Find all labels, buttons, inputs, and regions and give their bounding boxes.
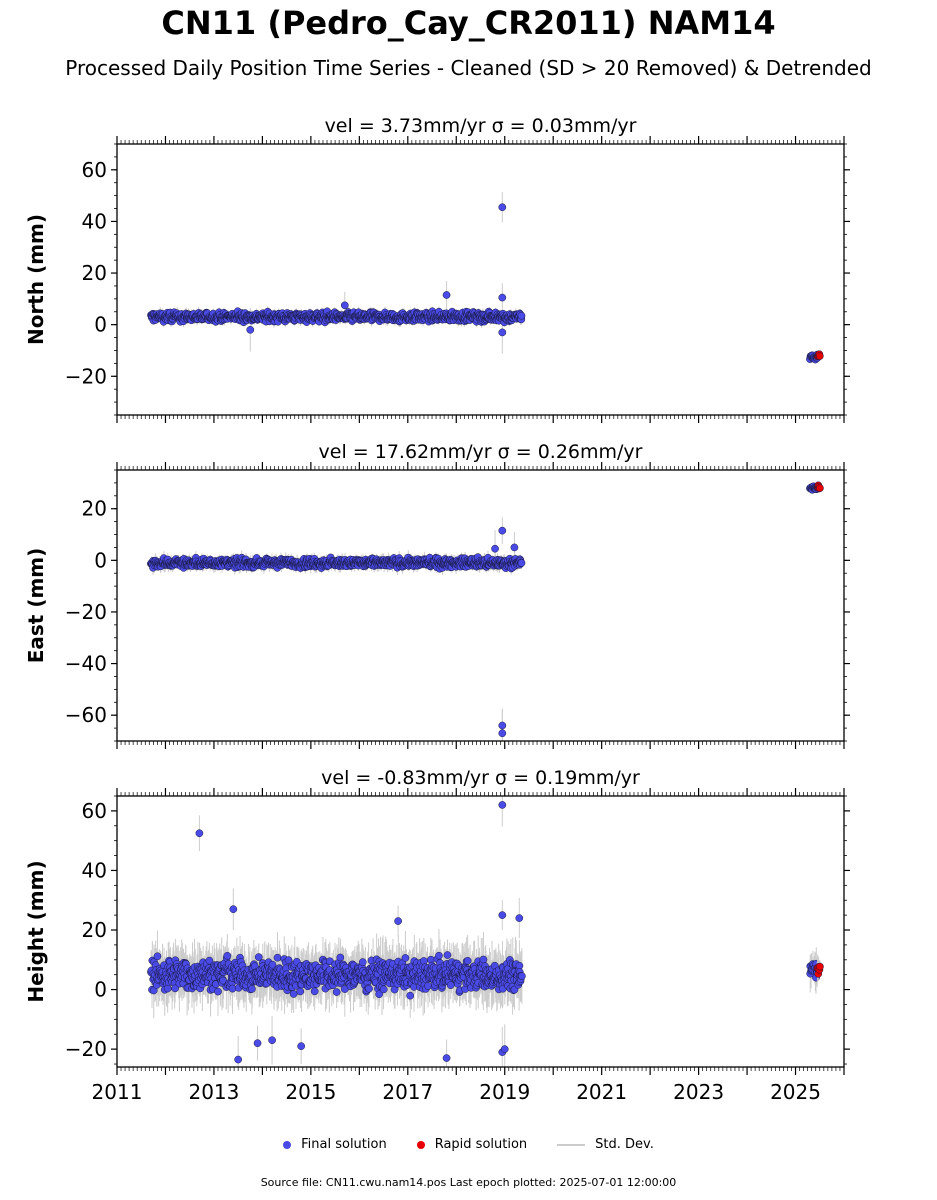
y-tick-label: 20 [82, 497, 107, 521]
final-solution-point [340, 301, 349, 310]
final-solution-point [498, 526, 507, 535]
final-solution-point [510, 543, 519, 552]
y-tick-label: 40 [82, 209, 107, 233]
y-tick-label: 20 [82, 261, 107, 285]
axes-frame [116, 469, 845, 742]
final-solution-point [442, 291, 451, 299]
final-solution-point [498, 203, 507, 212]
axes-frame [116, 143, 845, 416]
panel-title: vel = 17.62mm/yr σ = 0.26mm/yr [319, 441, 643, 463]
y-axis-label: North (mm) [24, 214, 48, 345]
panel-2: −60 −40 −20 0 20 vel = 17.62mm/yr σ = 0.26mm/… [24, 441, 850, 749]
final-solution-point [498, 729, 507, 738]
time-series-figure: −20 0 20 40 60 vel = 3.73mm/yr σ = 0.03mm/yr N… [24, 115, 850, 1104]
final-solution-point [517, 311, 526, 320]
final-solution-point [223, 951, 232, 960]
figure-subtitle: Processed Daily Position Time Series - C… [65, 56, 872, 80]
y-tick-label: 0 [94, 548, 107, 572]
final-solution-point [517, 559, 526, 567]
rapid-solution-point [815, 352, 824, 360]
final-solution-point [491, 544, 499, 553]
y-tick-label: −20 [65, 600, 107, 624]
y-tick-label: 0 [94, 313, 107, 337]
panel-1: −20 0 20 40 60 vel = 3.73mm/yr σ = 0.03mm/yr N… [24, 115, 850, 423]
plot-area-3 [147, 796, 824, 1067]
final-solution-point [214, 987, 222, 996]
panel-title: vel = 3.73mm/yr σ = 0.03mm/yr [325, 115, 637, 137]
y-tick-label: 60 [82, 158, 107, 182]
plot-area-1 [147, 192, 824, 364]
rapid-solution-point [816, 484, 824, 492]
final-solution-point [153, 952, 162, 961]
final-solution-point [205, 956, 214, 965]
figure-title: CN11 (Pedro_Cay_CR2011) NAM14 [161, 4, 776, 42]
final-solution-point [498, 328, 507, 337]
y-tick-label: −60 [65, 703, 107, 727]
plot-area-2 [147, 481, 824, 741]
final-solution-point [498, 293, 507, 302]
final-solution-point [246, 325, 255, 334]
y-tick-label: −20 [65, 364, 107, 388]
y-axis-label: East (mm) [24, 548, 48, 664]
y-tick-label: −40 [65, 652, 107, 676]
final-solution-point [498, 721, 507, 730]
